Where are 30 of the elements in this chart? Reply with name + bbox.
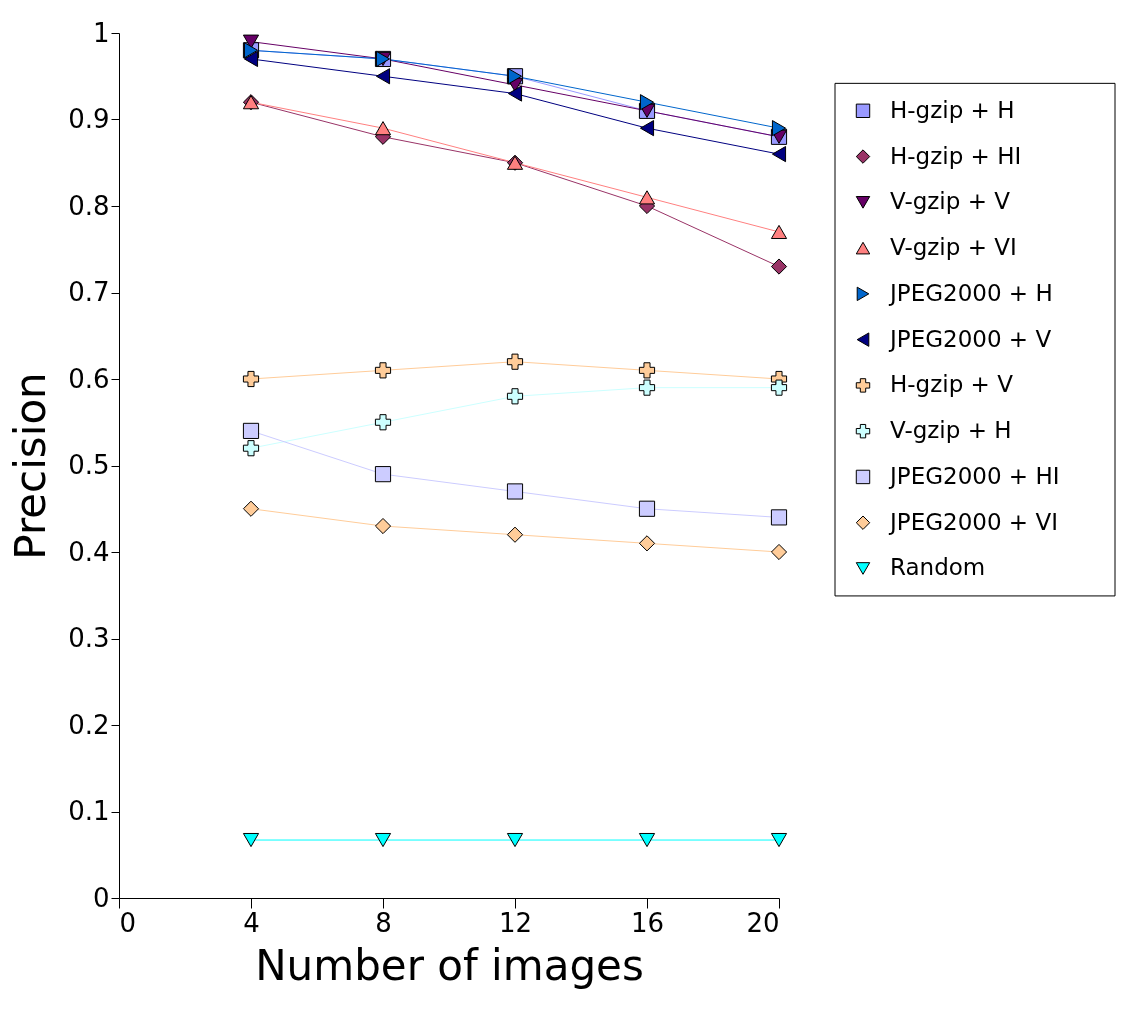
y-tick-label: 0.1 [68,796,110,826]
legend-label: JPEG2000 + VI [888,508,1058,535]
legend-label: H-gzip + H [890,96,1015,123]
legend-label: V-gzip + H [890,417,1012,444]
y-tick-label: 0.5 [68,450,110,480]
legend-label: V-gzip + VI [890,234,1017,261]
x-tick-label: 20 [746,907,780,938]
y-tick-label: 0.4 [68,536,110,567]
x-tick-label: 8 [375,907,392,938]
y-tick-label: 0.6 [68,363,110,394]
x-tick-label: 0 [119,907,137,938]
legend-label: JPEG2000 + HI [888,462,1060,489]
legend-label: JPEG2000 + V [888,325,1052,352]
x-axis-title: Number of images [255,940,644,990]
legend-label: JPEG2000 + H [888,279,1053,306]
y-axis-title: Precision [6,372,56,560]
y-tick-label: 0 [92,882,110,913]
y-tick-label: 0.9 [68,104,110,134]
y-tick-label: 0.7 [68,277,110,307]
legend-label: H-gzip + HI [890,142,1022,169]
x-tick-label: 4 [243,907,260,938]
x-tick-label: 12 [498,907,533,938]
y-tick-label: 0.3 [68,623,110,653]
legend-label: H-gzip + V [890,371,1014,398]
x-tick-label: 16 [630,907,665,938]
legend-label: Random [890,554,986,581]
y-tick-label: 0.8 [68,190,110,221]
legend-label: V-gzip + V [890,188,1011,215]
y-tick-label: 1 [92,17,110,48]
y-tick-label: 0.2 [68,709,110,740]
